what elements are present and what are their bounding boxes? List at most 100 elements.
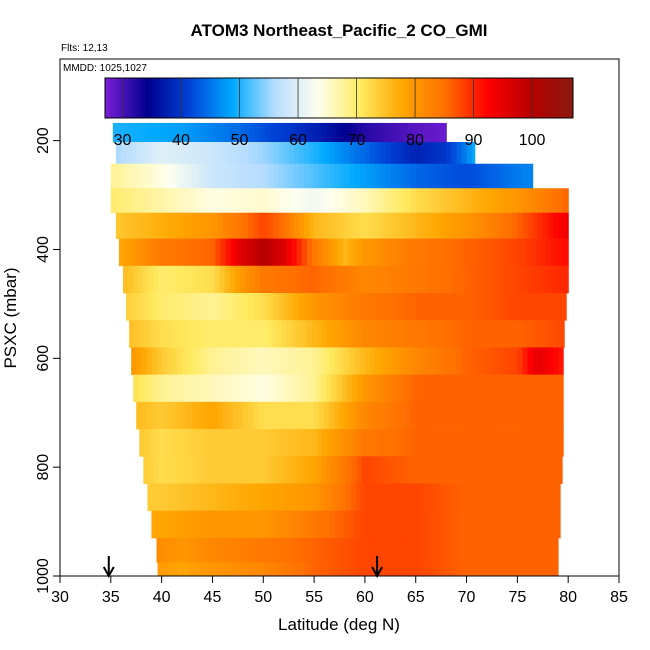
heatmap-cell — [410, 401, 417, 430]
heatmap-cell — [192, 141, 198, 165]
heatmap-cell — [243, 483, 250, 512]
heatmap-cell — [555, 238, 562, 267]
heatmap-cell — [388, 320, 394, 348]
heatmap-cell — [240, 429, 247, 457]
heatmap-cell — [233, 562, 240, 577]
colorbar-swatch — [403, 78, 407, 118]
heatmap-cell — [326, 374, 332, 403]
heatmap-cell — [420, 537, 427, 563]
heatmap-cell — [298, 212, 305, 239]
heatmap-cell — [420, 163, 427, 189]
heatmap-cell — [250, 456, 256, 484]
heatmap-cell — [474, 238, 481, 267]
colorbar-swatch — [242, 78, 246, 118]
heatmap-cell — [298, 141, 305, 165]
heatmap-cell — [447, 562, 453, 577]
colorbar-swatch — [227, 78, 232, 118]
heatmap-cell — [227, 537, 234, 563]
heatmap-cell — [417, 265, 424, 294]
heatmap-cell — [495, 320, 501, 348]
heatmap-cell — [530, 238, 537, 267]
heatmap-cell — [459, 429, 466, 457]
heatmap-cell — [181, 537, 188, 563]
colorbar-swatch — [377, 78, 381, 118]
heatmap-cell — [410, 293, 417, 321]
heatmap-cell — [491, 401, 498, 430]
heatmap-cell — [377, 456, 383, 484]
heatmap-cell — [405, 510, 412, 539]
heatmap-cell — [335, 483, 342, 512]
heatmap-cell — [385, 510, 391, 539]
heatmap-cell — [458, 374, 465, 403]
heatmap-cell — [275, 456, 282, 484]
heatmap-cell — [281, 238, 288, 267]
colorbar-swatch — [262, 78, 267, 118]
heatmap-cell — [364, 510, 371, 539]
heatmap-cell — [316, 265, 322, 294]
heatmap-cell — [169, 320, 176, 348]
heatmap-cell — [491, 212, 498, 239]
heatmap-cell — [230, 320, 237, 348]
heatmap-cell — [126, 212, 132, 239]
heatmap-cell — [402, 122, 409, 143]
heatmap-cell — [461, 188, 468, 214]
heatmap-cell — [349, 293, 356, 321]
heatmap-cell — [344, 401, 351, 430]
heatmap-cell — [156, 401, 163, 430]
heatmap-cell — [278, 347, 285, 376]
heatmap-cell — [222, 293, 229, 321]
heatmap-cell — [430, 537, 437, 563]
colorbar-swatch — [517, 78, 521, 118]
heatmap-cell — [497, 347, 503, 376]
heatmap-cell — [253, 510, 259, 539]
heatmap-cell — [382, 456, 388, 484]
heatmap-cell — [325, 483, 331, 512]
colorbar-swatch — [116, 78, 121, 118]
heatmap-cell — [346, 122, 353, 143]
heatmap-cell — [346, 456, 353, 484]
heatmap-cell — [342, 320, 349, 348]
heatmap-cell — [472, 483, 479, 512]
heatmap-cell — [418, 320, 425, 348]
heatmap-cell — [250, 265, 256, 294]
colorbar-swatch — [295, 78, 299, 118]
heatmap-cell — [390, 163, 396, 189]
heatmap-cell — [166, 401, 173, 430]
heatmap-cell — [483, 456, 490, 484]
heatmap-cell — [483, 265, 490, 294]
heatmap-cell — [522, 293, 529, 321]
heatmap-cell — [167, 483, 174, 512]
heatmap-cell — [425, 212, 432, 239]
heatmap-cell — [214, 122, 221, 143]
heatmap-cell — [207, 347, 214, 376]
heatmap-cell — [224, 265, 231, 294]
heatmap-cell — [457, 562, 464, 577]
heatmap-cell — [136, 347, 142, 376]
heatmap-cell — [438, 374, 444, 403]
heatmap-cell — [362, 238, 369, 267]
heatmap-cell — [324, 293, 330, 321]
heatmap-cell — [112, 122, 119, 143]
heatmap-cell — [138, 374, 144, 403]
heatmap-cell — [393, 320, 400, 348]
heatmap-cell — [217, 510, 224, 539]
heatmap-cell — [139, 238, 145, 267]
heatmap-cell — [259, 483, 265, 512]
heatmap-cell — [256, 238, 262, 267]
heatmap-cell — [288, 537, 295, 563]
heatmap-cell — [507, 188, 513, 214]
heatmap-cell — [364, 141, 371, 165]
heatmap-cell — [329, 163, 336, 189]
heatmap-cell — [559, 483, 561, 512]
heatmap-cell — [179, 238, 186, 267]
heatmap-cell — [476, 401, 483, 430]
heatmap-cell — [253, 537, 259, 563]
heatmap-cell — [525, 238, 532, 267]
heatmap-cell — [174, 320, 181, 348]
heatmap-cell — [163, 122, 170, 143]
heatmap-cell — [492, 483, 499, 512]
heatmap-cell — [229, 374, 236, 403]
heatmap-cell — [375, 537, 381, 563]
colorbar-tick-label: 50 — [231, 132, 249, 149]
heatmap-cell — [189, 122, 195, 143]
